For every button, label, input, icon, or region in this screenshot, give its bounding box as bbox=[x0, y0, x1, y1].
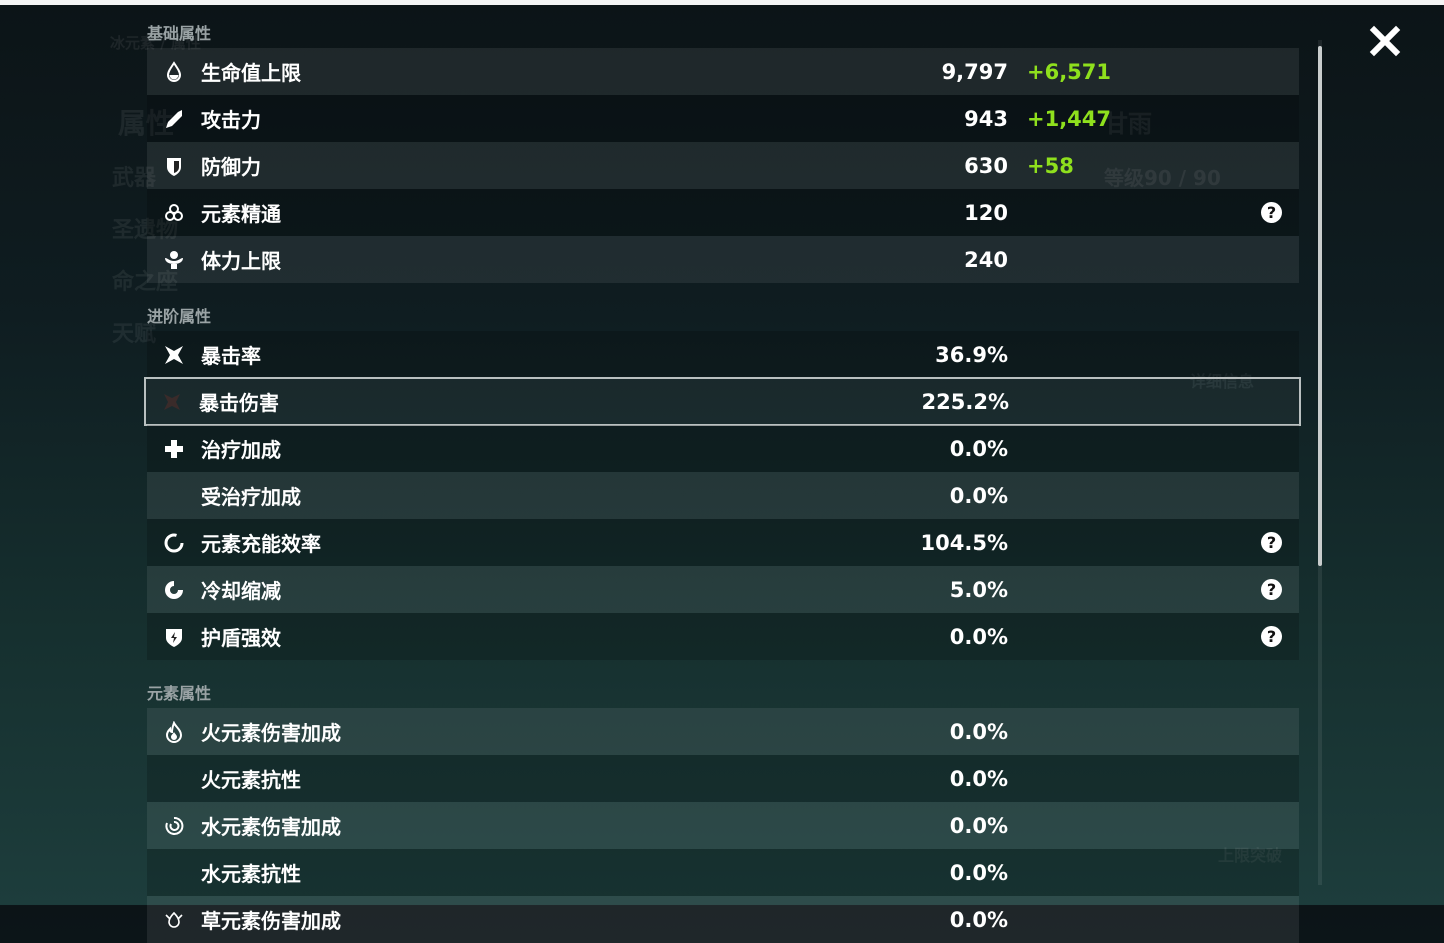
attribute-name: 元素充能效率 bbox=[201, 532, 321, 556]
help-icon[interactable]: ? bbox=[1261, 202, 1282, 223]
crit-rate-icon bbox=[163, 344, 185, 366]
elemental-mastery-icon bbox=[163, 202, 185, 224]
attribute-row[interactable]: 草元素伤害加成 0.0% bbox=[147, 896, 1299, 943]
bg-breakthrough-button: 上限突破 bbox=[1218, 846, 1283, 865]
shield-strength-icon bbox=[163, 626, 185, 648]
stamina-icon bbox=[163, 249, 185, 271]
help-icon[interactable]: ? bbox=[1261, 532, 1282, 553]
bg-tab-constellation: 命之座 bbox=[112, 270, 179, 295]
attribute-row[interactable]: 元素充能效率 104.5%? bbox=[147, 519, 1299, 566]
attribute-row[interactable]: 攻击力 943 +1,447 bbox=[147, 95, 1299, 142]
attribute-name: 水元素伤害加成 bbox=[201, 815, 341, 839]
bg-level: 等级90 / 90 bbox=[1104, 166, 1221, 190]
attribute-row[interactable]: 水元素伤害加成 0.0% bbox=[147, 802, 1299, 849]
attribute-value: 0.0% bbox=[949, 813, 1008, 838]
help-icon[interactable]: ? bbox=[1261, 579, 1282, 600]
attribute-row[interactable]: 护盾强效 0.0%? bbox=[147, 613, 1299, 660]
pyro-icon bbox=[163, 720, 185, 743]
attribute-bonus: +1,447 bbox=[1027, 106, 1112, 131]
attribute-value: 104.5% bbox=[920, 530, 1008, 555]
attribute-row[interactable]: 火元素伤害加成 0.0% bbox=[147, 708, 1299, 755]
help-icon[interactable]: ? bbox=[1261, 626, 1282, 647]
shield-icon bbox=[163, 155, 185, 177]
attribute-name: 生命值上限 bbox=[201, 61, 301, 85]
section-title: 基础属性 bbox=[147, 24, 212, 43]
attribute-name: 防御力 bbox=[201, 155, 261, 179]
sword-icon bbox=[163, 108, 185, 130]
close-button[interactable] bbox=[1368, 24, 1402, 58]
attribute-name: 冷却缩减 bbox=[201, 579, 281, 603]
dendro-icon bbox=[163, 909, 185, 931]
attribute-value: 225.2% bbox=[921, 389, 1009, 414]
bg-character-name: 甘雨 bbox=[1104, 110, 1152, 138]
attribute-value: 9,797 bbox=[941, 59, 1008, 84]
attribute-value: 0.0% bbox=[949, 766, 1008, 791]
attribute-name: 护盾强效 bbox=[201, 626, 281, 650]
section-gap bbox=[147, 283, 1299, 303]
attribute-list: 基础属性生命值上限 9,797 +6,571 攻击力 943 +1,447 防御力 630 +5… bbox=[144, 20, 1301, 943]
attribute-value: 0.0% bbox=[949, 719, 1008, 744]
attribute-name: 受治疗加成 bbox=[201, 485, 301, 509]
attribute-value: 0.0% bbox=[949, 624, 1008, 649]
attribute-value: 120 bbox=[964, 200, 1008, 225]
cooldown-icon bbox=[163, 579, 185, 601]
attribute-name: 暴击率 bbox=[201, 344, 261, 368]
hp-drop-icon bbox=[163, 60, 185, 83]
attribute-name: 火元素抗性 bbox=[201, 768, 301, 792]
attribute-name: 火元素伤害加成 bbox=[201, 721, 341, 745]
attribute-row[interactable]: 受治疗加成 0.0% bbox=[147, 472, 1299, 519]
section-title: 元素属性 bbox=[147, 684, 212, 703]
close-icon bbox=[1369, 25, 1401, 57]
attribute-value: 36.9% bbox=[935, 342, 1008, 367]
section-gap bbox=[147, 660, 1299, 680]
attribute-name: 暴击伤害 bbox=[199, 391, 279, 415]
attribute-bonus: +58 bbox=[1027, 153, 1074, 178]
scrollbar-thumb[interactable] bbox=[1318, 46, 1322, 566]
attribute-value: 240 bbox=[964, 247, 1008, 272]
attribute-value: 0.0% bbox=[949, 907, 1008, 932]
attribute-row[interactable]: 元素精通 120? bbox=[147, 189, 1299, 236]
attribute-row[interactable]: 体力上限 240 bbox=[147, 236, 1299, 283]
attribute-value: 943 bbox=[964, 106, 1008, 131]
attribute-value: 0.0% bbox=[949, 483, 1008, 508]
attribute-name: 体力上限 bbox=[201, 249, 281, 273]
bg-element-label: 冰元素 / 属性 bbox=[110, 34, 201, 52]
attribute-name: 草元素伤害加成 bbox=[201, 909, 341, 933]
energy-recharge-icon bbox=[163, 532, 185, 554]
attribute-value: 630 bbox=[964, 153, 1008, 178]
bg-tab-talents: 天赋 bbox=[112, 322, 157, 347]
attribute-bonus: +6,571 bbox=[1027, 59, 1112, 84]
bg-detail-button: 详细信息 bbox=[1190, 372, 1255, 391]
bg-tab-artifacts: 圣遗物 bbox=[112, 218, 179, 243]
attribute-value: 0.0% bbox=[949, 860, 1008, 885]
crit-dmg-icon bbox=[161, 391, 183, 413]
attribute-row[interactable]: 治疗加成 0.0% bbox=[147, 425, 1299, 472]
attribute-row[interactable]: 防御力 630 +58 bbox=[147, 142, 1299, 189]
attribute-row[interactable]: 火元素抗性 0.0% bbox=[147, 755, 1299, 802]
healing-cross-icon bbox=[163, 438, 185, 460]
scrollbar[interactable] bbox=[1318, 40, 1322, 885]
hydro-icon bbox=[163, 815, 185, 837]
attribute-row[interactable]: 生命值上限 9,797 +6,571 bbox=[147, 48, 1299, 95]
attribute-value: 0.0% bbox=[949, 436, 1008, 461]
attribute-row[interactable]: 冷却缩减 5.0%? bbox=[147, 566, 1299, 613]
attribute-name: 水元素抗性 bbox=[201, 862, 301, 886]
attribute-row[interactable]: 暴击伤害 225.2% bbox=[144, 377, 1301, 426]
top-bar bbox=[0, 0, 1444, 5]
bg-tab-attributes: 属性 bbox=[118, 107, 175, 140]
attribute-row[interactable]: 水元素抗性 0.0% bbox=[147, 849, 1299, 896]
attribute-name: 元素精通 bbox=[201, 202, 281, 226]
attribute-name: 攻击力 bbox=[201, 108, 261, 132]
section-title: 进阶属性 bbox=[147, 307, 212, 326]
attribute-name: 治疗加成 bbox=[201, 438, 281, 462]
bg-tab-weapon: 武器 bbox=[112, 166, 157, 191]
attribute-row[interactable]: 暴击率 36.9% bbox=[147, 331, 1299, 378]
attribute-value: 5.0% bbox=[949, 577, 1008, 602]
